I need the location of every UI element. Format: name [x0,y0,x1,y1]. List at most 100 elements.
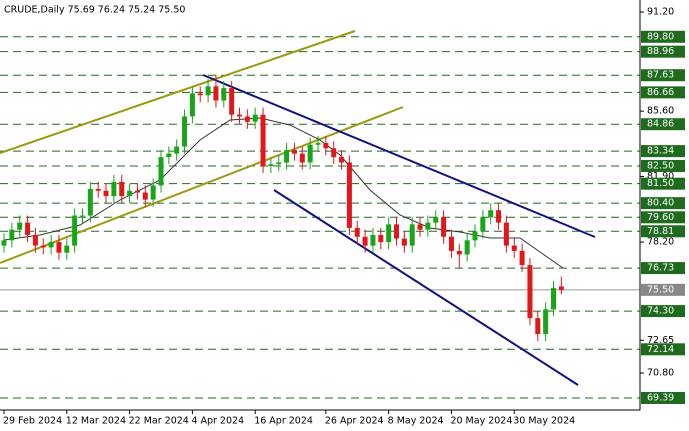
last-price-label: 75.50 [647,284,674,295]
candle-body [158,157,164,186]
x-tick-label: 30 May 2024 [513,416,575,427]
level-label: 74.30 [647,306,674,317]
level-label: 86.66 [647,87,674,98]
candle-body [480,217,486,232]
candle-body [25,222,31,235]
x-tick-label: 26 Apr 2024 [325,416,384,427]
candle-body [213,86,219,101]
x-tick-label: 8 May 2024 [388,416,444,427]
x-tick-label: 20 May 2024 [450,416,512,427]
level-label-box [641,343,685,356]
candle-body [284,150,290,163]
candle-body [425,222,431,230]
candle-body [142,192,148,200]
level-label: 79.60 [647,212,674,223]
candle-body [111,181,117,197]
candle-body [252,114,258,122]
level-label-box [641,69,685,82]
candle-body [354,227,360,237]
candle-body [72,215,78,246]
level-label-box [641,211,685,224]
candle-body [496,210,502,223]
candle-body [80,215,85,217]
candle-body [268,164,274,166]
y-tick-label: 72.65 [647,335,674,346]
x-tick-label: 22 Mar 2024 [129,416,189,427]
level-label-box [641,45,685,58]
candle-body [64,245,70,253]
level-label: 78.81 [647,226,674,237]
candle-body [511,245,517,251]
level-label: 72.14 [647,344,674,355]
level-label-box [641,86,685,99]
level-label-box [641,305,685,318]
level-label-box [641,391,685,404]
candle-body [535,318,541,335]
y-tick-label: 85.60 [647,106,674,117]
candle-body [456,250,462,255]
level-label-box [641,118,685,131]
candle-body [558,286,564,290]
trend-line [202,74,596,238]
y-tick-label: 81.90 [647,171,674,182]
candle-body [32,234,38,246]
x-tick-label: 29 Feb 2024 [3,416,62,427]
candle-body [174,146,180,154]
candle-body [150,185,156,200]
trend-line [273,189,579,386]
candle-body [182,116,188,147]
candle-body [197,93,203,96]
candle-body [95,188,101,191]
candle-body [291,150,297,154]
candle-body [134,190,140,193]
candle-body [323,142,329,149]
candle-body [527,265,533,319]
candle-body [40,245,46,248]
candle-body [386,224,392,243]
x-tick-label: 12 Mar 2024 [66,416,126,427]
level-label: 69.39 [647,392,674,403]
candle-body [260,114,266,166]
candle-body [299,153,305,163]
y-tick-label: 70.80 [647,368,674,379]
candle-body [417,224,423,230]
candle-body [472,231,478,241]
level-label-box [641,262,685,275]
candle-body [17,222,23,230]
level-label-box [641,159,685,172]
candle-body [488,210,494,218]
candle-body [543,309,549,335]
trend-line [0,106,404,264]
level-label: 81.50 [647,178,674,189]
level-label-box [641,145,685,158]
candle-body [103,190,109,197]
level-label-box [641,177,685,190]
candle-body [205,86,211,96]
candle-body [166,153,172,158]
y-tick-label: 78.20 [647,237,674,248]
candle-body [362,236,368,246]
chart-title: CRUDE,Daily 75.69 76.24 75.24 75.50 [4,5,185,16]
level-label: 88.96 [647,46,674,57]
candle-body [464,240,470,255]
x-tick-label: 16 Apr 2024 [254,416,313,427]
candle-body [433,217,439,223]
level-label: 80.40 [647,198,674,209]
candle-body [503,222,509,246]
candle-body [1,240,7,246]
candle-body [448,236,454,251]
candle-body [244,116,250,122]
candle-body [346,162,352,228]
candle-body [237,114,242,117]
candle-body [315,142,321,145]
candle-body [441,217,447,237]
candle-body [127,190,133,197]
level-label: 87.63 [647,70,674,81]
level-label-box [641,30,685,43]
level-label-box [641,197,685,210]
candle-body [56,242,62,253]
candle-body [378,234,384,243]
candle-body [370,234,376,246]
level-label: 83.34 [647,146,674,157]
